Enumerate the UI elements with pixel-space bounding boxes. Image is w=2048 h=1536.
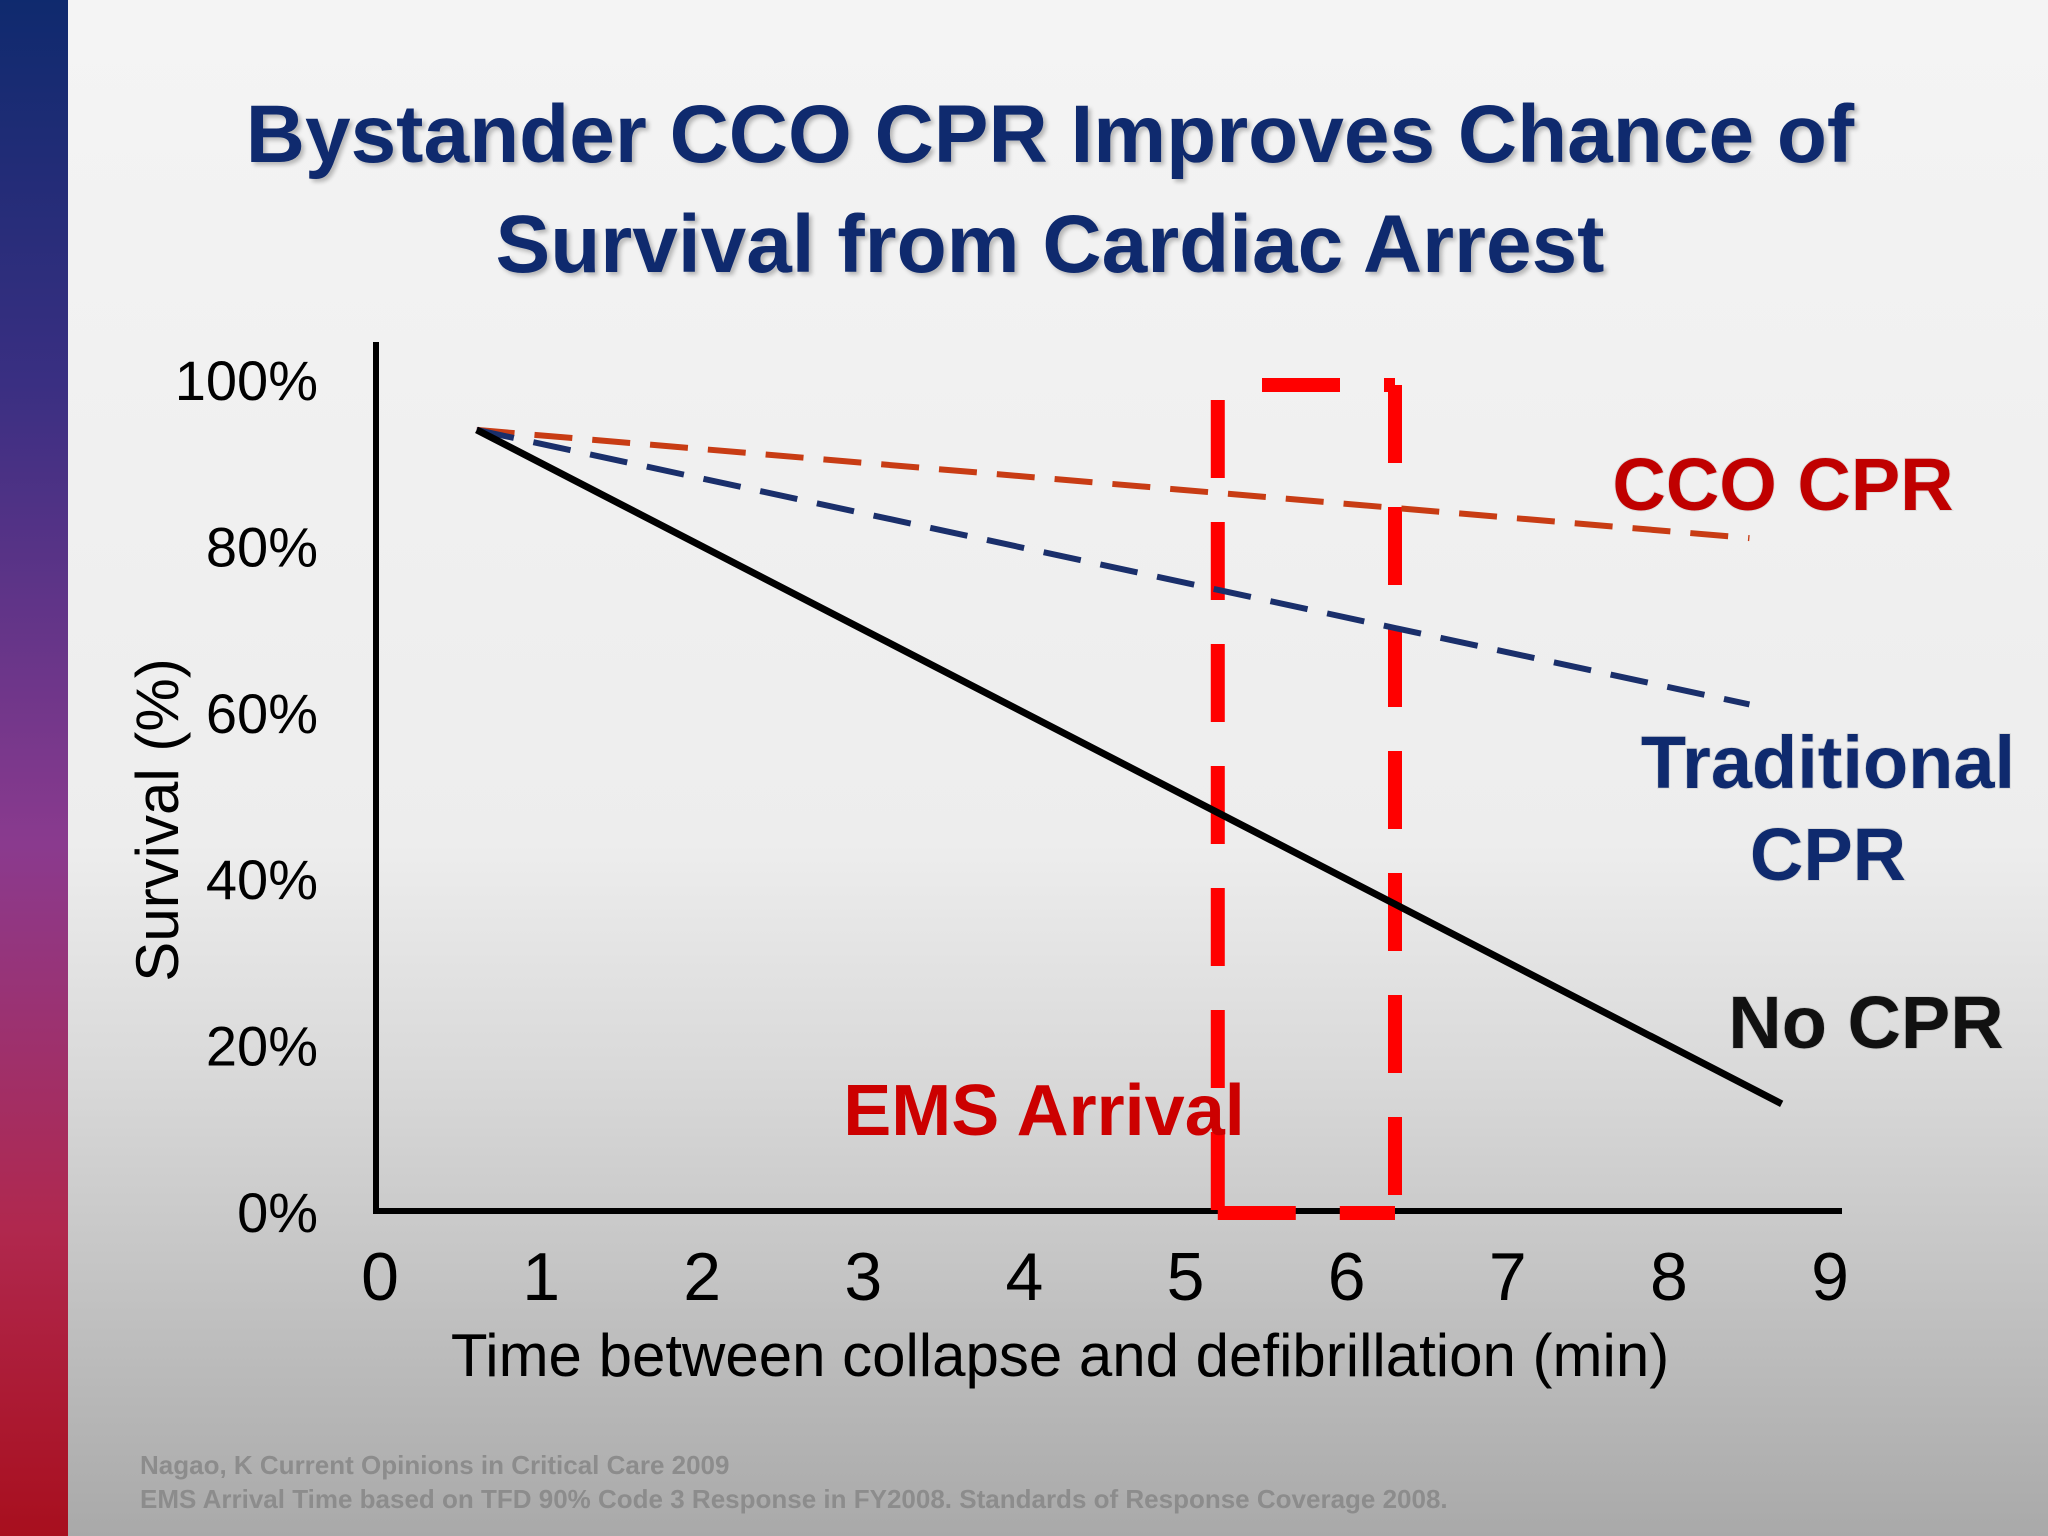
series-line-no-cpr [475,426,1784,1107]
x-tick-label: 9 [1811,1239,1849,1315]
x-tick-label: 7 [1489,1239,1527,1315]
x-tick-label: 0 [361,1239,399,1315]
x-tick-label: 8 [1650,1239,1688,1315]
title-line-1: Bystander CCO CPR Improves Chance of [245,89,1855,180]
footnote-ems-source: EMS Arrival Time based on TFD 90% Code 3… [140,1484,1448,1514]
x-tick-label: 2 [683,1239,721,1315]
series-line-cco-cpr [476,426,1750,542]
y-tick-label: 0% [237,1181,318,1244]
x-tick-label: 4 [1006,1239,1044,1315]
x-tick-label: 6 [1328,1239,1366,1315]
traditional-label-line1: Traditional [1641,721,2015,804]
x-axis-title: Time between collapse and defibrillation… [451,1322,1669,1389]
x-tick-label: 1 [522,1239,560,1315]
y-axis-title: Survival (%) [124,658,191,981]
footnote-citation: Nagao, K Current Opinions in Critical Ca… [140,1450,730,1480]
ems-arrival-label: EMS Arrival [843,1071,1244,1151]
y-tick-label: 20% [206,1015,318,1078]
y-tick-label: 60% [206,682,318,745]
traditional-label-line2: CPR [1750,813,1906,896]
y-tick-label: 40% [206,848,318,911]
cco-cpr-label: CCO CPR [1612,443,1953,526]
no-cpr-label: No CPR [1728,981,2003,1064]
title-line-2: Survival from Cardiac Arrest [495,199,1605,290]
series-line-traditional-cpr [476,426,1751,708]
y-tick-label: 100% [175,349,318,412]
side-accent-bar [0,0,68,1536]
x-tick-label: 5 [1167,1239,1205,1315]
slide-title: Bystander CCO CPR Improves Chance of Sur… [80,80,2020,300]
y-tick-label: 80% [206,515,318,578]
x-tick-label: 3 [844,1239,882,1315]
